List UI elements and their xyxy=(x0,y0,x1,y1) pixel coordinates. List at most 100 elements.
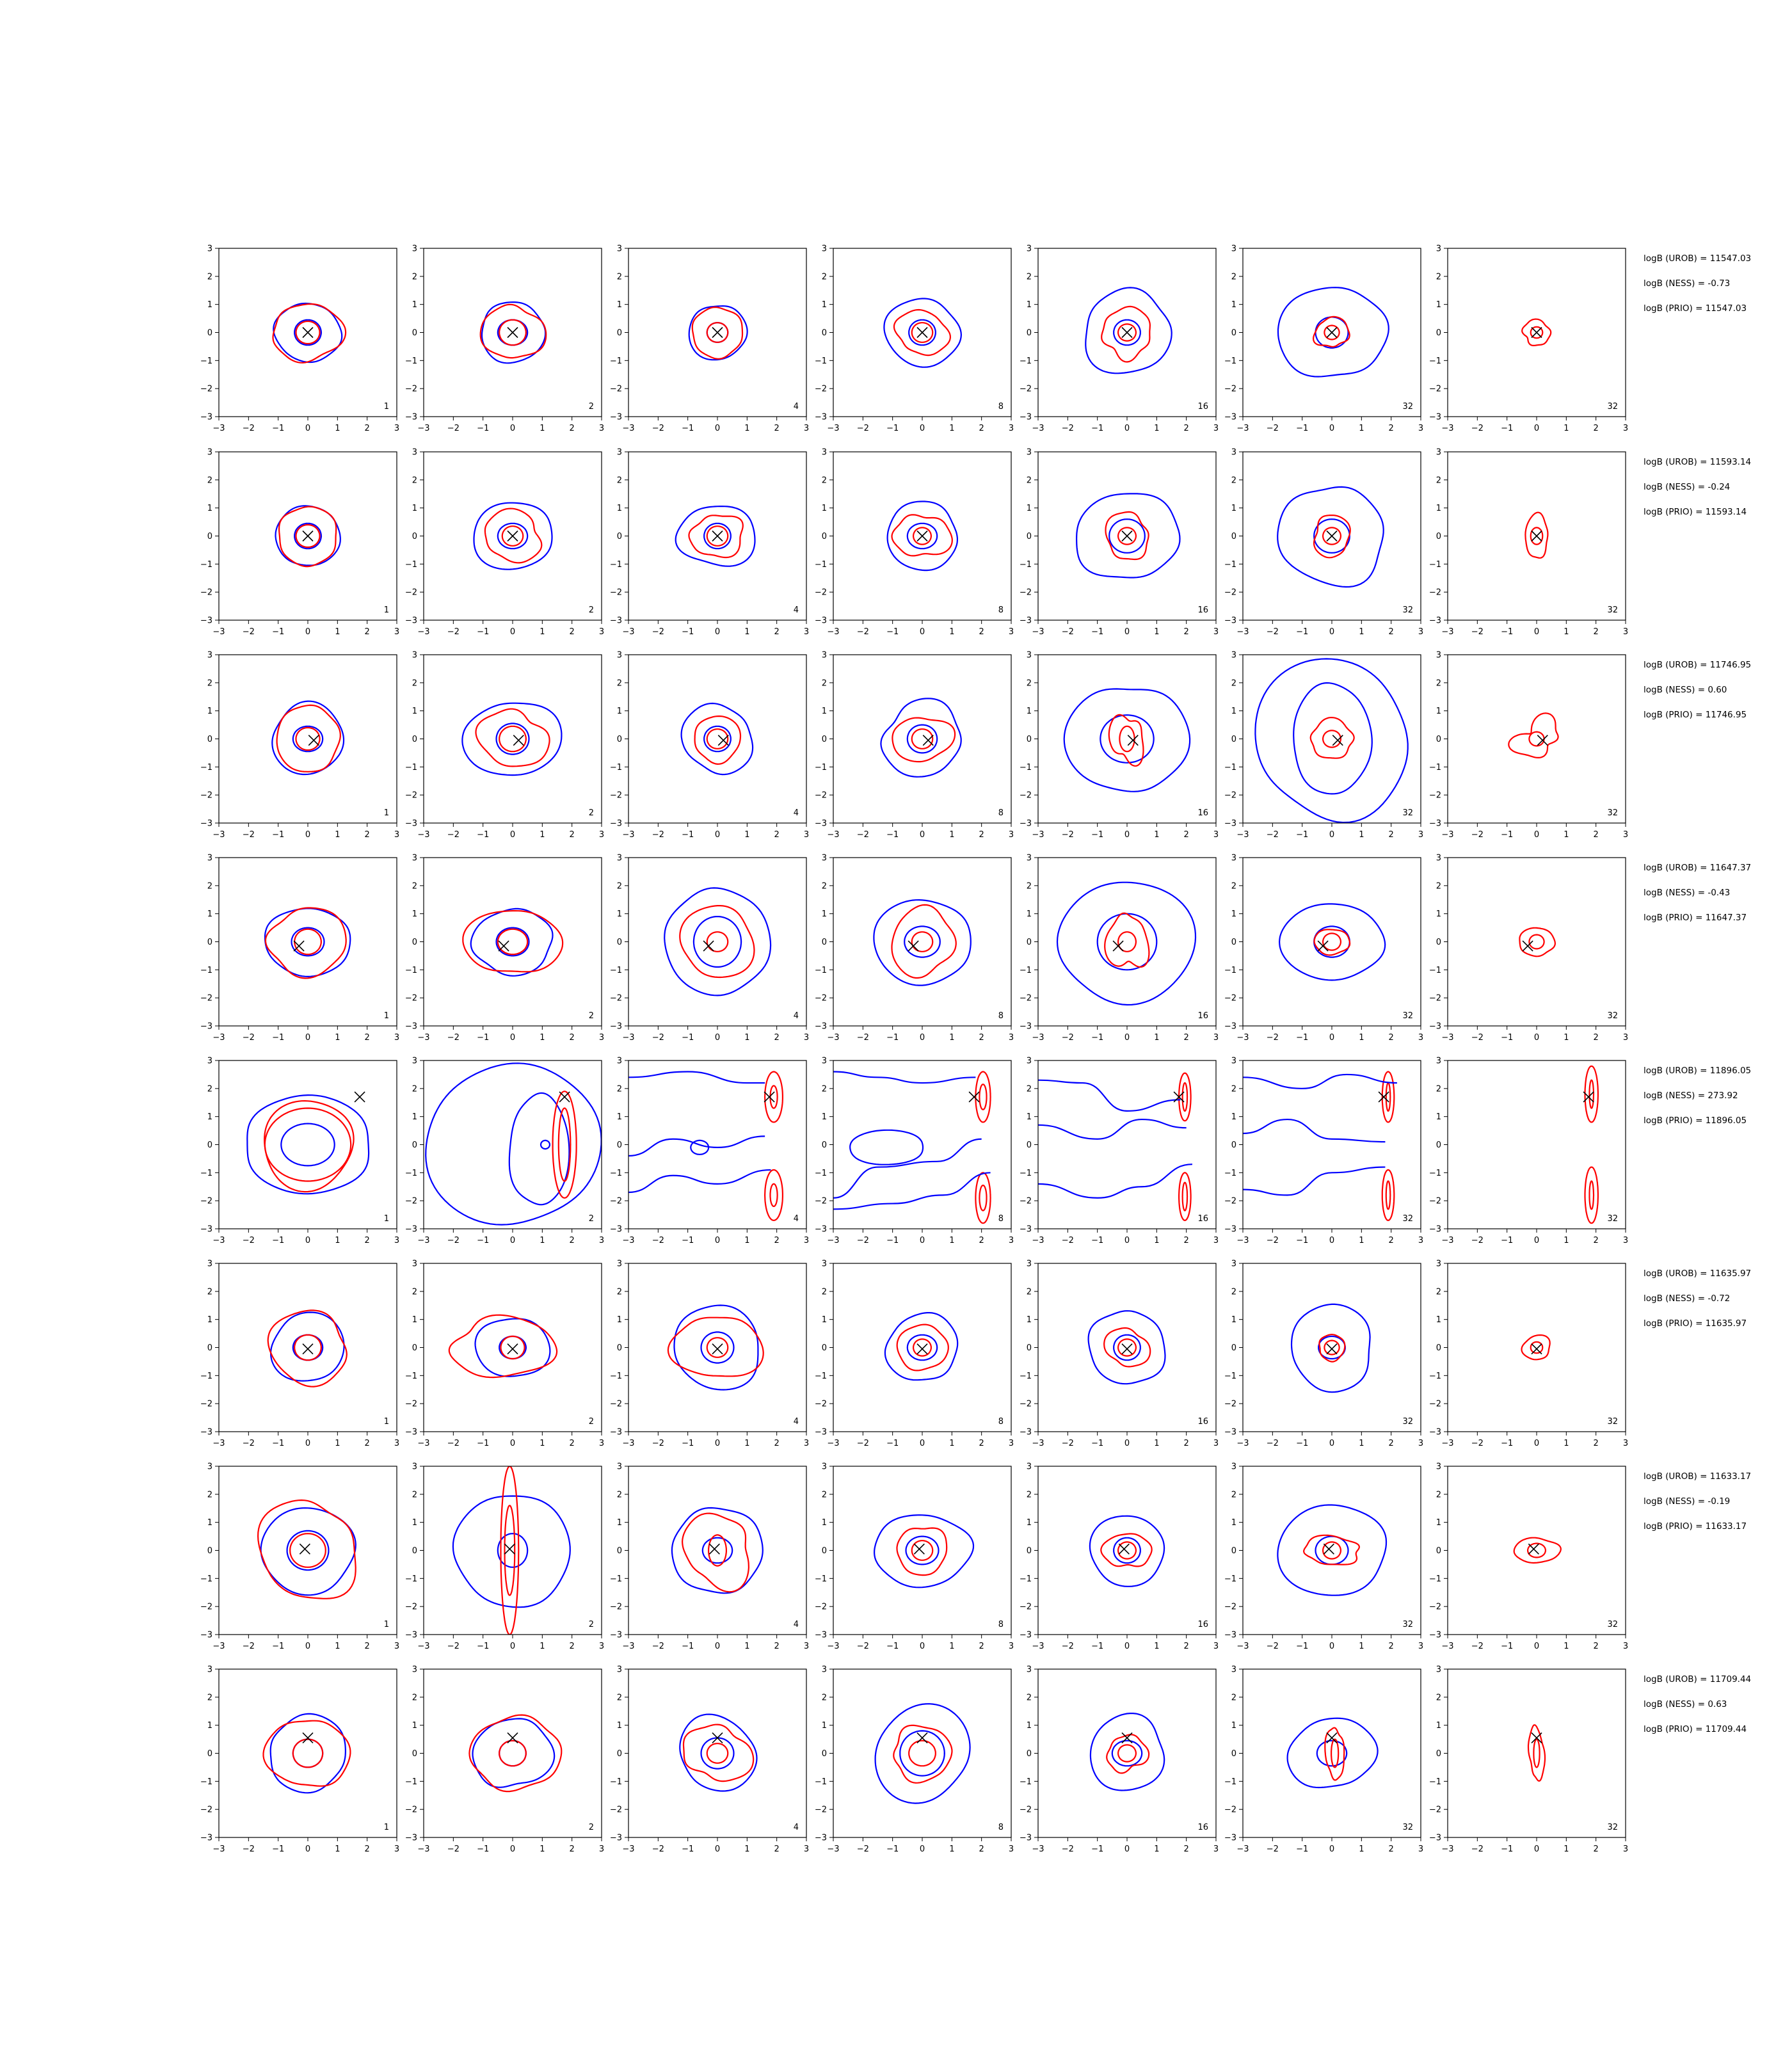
y-tick-label: −2 xyxy=(200,385,212,394)
panel-corner-label: 1 xyxy=(384,402,389,412)
red-contour-4 xyxy=(1181,1181,1188,1212)
blue-band-3 xyxy=(833,1172,991,1210)
y-tick-label: 2 xyxy=(412,881,417,891)
x-tick-label: 1 xyxy=(744,424,749,433)
contour-area xyxy=(425,1062,602,1226)
panel-corner-label: 16 xyxy=(1197,808,1208,818)
y-tick-label: −2 xyxy=(1429,1603,1441,1612)
y-tick-label: 0 xyxy=(1231,328,1236,338)
x-tick-label: 0 xyxy=(305,830,310,840)
red-contour-1 xyxy=(691,306,744,360)
y-tick-label: −1 xyxy=(815,966,827,975)
panel-corner-label: 32 xyxy=(1607,1417,1618,1427)
blue-contour-2 xyxy=(294,522,323,550)
x-tick-label: 1 xyxy=(540,627,545,637)
red-contour-2 xyxy=(294,928,323,956)
red-contour-1 xyxy=(679,905,755,979)
y-tick-label: −2 xyxy=(610,1805,622,1815)
panel-r1-c6: −3−3 −2 −2 −1 −1 0 0 1 1 2 2 3 3 32 xyxy=(1224,244,1423,434)
x-tick-label: −2 xyxy=(857,1033,869,1043)
x-tick-label: −3 xyxy=(212,1844,225,1854)
true-value-marker xyxy=(712,1732,723,1743)
y-tick-label: 0 xyxy=(207,1140,212,1150)
panel-corner-label: 8 xyxy=(998,1417,1004,1427)
x-tick-label: 3 xyxy=(1009,1033,1014,1043)
x-tick-label: 3 xyxy=(599,1844,604,1854)
blue-contour-1 xyxy=(688,305,748,361)
red-contour-1 xyxy=(484,508,543,564)
y-tick-label: −3 xyxy=(1020,1631,1032,1640)
panel-r5-c3: −3−3 −2 −2 −1 −1 0 0 1 1 2 2 3 3 4 xyxy=(610,1057,809,1246)
x-tick-label: 1 xyxy=(949,830,954,840)
true-value-marker xyxy=(1537,735,1548,746)
true-value-marker xyxy=(712,530,723,542)
blue-band-1 xyxy=(1038,1079,1181,1112)
y-tick-label: 2 xyxy=(1231,272,1236,282)
axes-frame xyxy=(1447,1668,1626,1838)
x-tick-label: −3 xyxy=(1236,1844,1249,1854)
x-tick-label: −1 xyxy=(1501,830,1513,840)
axes-frame xyxy=(1242,1263,1421,1432)
y-tick-label: −2 xyxy=(1020,791,1032,801)
y-tick-label: 0 xyxy=(822,735,827,744)
red-contour-2 xyxy=(1527,1542,1546,1558)
panel-r8-c6: −3−3 −2 −2 −1 −1 0 0 1 1 2 2 3 3 32 xyxy=(1224,1665,1423,1855)
y-tick-label: −2 xyxy=(815,1805,827,1815)
y-tick-label: −3 xyxy=(1429,1022,1441,1032)
contour-area xyxy=(873,1514,975,1588)
blue-contour-2 xyxy=(904,925,941,958)
row-annotation-1: logB (UROB) = 11709.44 xyxy=(1644,1674,1751,1684)
x-tick-label: 1 xyxy=(335,1033,340,1043)
y-tick-label: −3 xyxy=(1429,1834,1441,1843)
y-tick-label: 0 xyxy=(822,938,827,947)
x-tick-label: −1 xyxy=(1296,627,1308,637)
y-tick-label: 3 xyxy=(1436,1260,1441,1269)
x-tick-label: −3 xyxy=(417,830,429,840)
blue-contour-2 xyxy=(700,1737,735,1770)
x-tick-label: −1 xyxy=(886,1844,899,1854)
y-tick-label: −1 xyxy=(200,1777,212,1787)
x-tick-label: 3 xyxy=(1009,1642,1014,1651)
red-contour-2 xyxy=(1530,527,1544,545)
y-tick-label: −1 xyxy=(1020,763,1032,772)
y-tick-label: 2 xyxy=(822,1693,827,1702)
panel-r1-c5: −3−3 −2 −2 −1 −1 0 0 1 1 2 2 3 3 16 xyxy=(1020,244,1219,434)
x-tick-label: 2 xyxy=(1594,627,1599,637)
x-tick-label: 3 xyxy=(1213,830,1219,840)
x-tick-label: 3 xyxy=(1213,424,1219,433)
x-tick-label: 3 xyxy=(394,1844,399,1854)
blue-contour-1 xyxy=(680,702,754,776)
x-tick-label: 2 xyxy=(1184,1236,1189,1245)
panel-r4-c7: −3−3 −2 −2 −1 −1 0 0 1 1 2 2 3 3 32 xyxy=(1429,854,1628,1043)
y-tick-label: −3 xyxy=(405,413,417,422)
panel-corner-label: 32 xyxy=(1607,1823,1618,1832)
x-tick-label: −2 xyxy=(1062,1844,1074,1854)
x-tick-label: −2 xyxy=(1471,1033,1484,1043)
y-tick-label: 3 xyxy=(822,1462,827,1472)
y-tick-label: 2 xyxy=(207,1287,212,1297)
x-tick-label: −1 xyxy=(477,1033,489,1043)
y-tick-label: 3 xyxy=(412,1462,417,1472)
axes-frame xyxy=(1447,857,1626,1027)
x-tick-label: −3 xyxy=(1236,627,1249,637)
y-tick-label: −1 xyxy=(405,1372,417,1381)
x-tick-label: 0 xyxy=(715,627,720,637)
y-tick-label: −1 xyxy=(1224,356,1236,366)
y-tick-label: 1 xyxy=(1231,1315,1236,1325)
blue-contour-1 xyxy=(883,298,963,368)
y-tick-label: 3 xyxy=(822,1665,827,1675)
row-annotation-3: logB (PRIO) = 11709.44 xyxy=(1644,1724,1747,1734)
y-tick-label: 1 xyxy=(1231,1112,1236,1122)
x-tick-label: −2 xyxy=(1267,1236,1279,1245)
panel-corner-label: 8 xyxy=(998,1823,1004,1832)
true-value-marker xyxy=(1583,1091,1594,1103)
x-tick-label: 0 xyxy=(305,424,310,433)
red-contour-1 xyxy=(1105,511,1149,561)
x-tick-label: −1 xyxy=(886,1033,899,1043)
y-tick-label: 0 xyxy=(822,328,827,338)
y-tick-label: −2 xyxy=(815,385,827,394)
y-tick-label: −2 xyxy=(1224,385,1236,394)
row-annotation-3: logB (PRIO) = 11633.17 xyxy=(1644,1521,1747,1532)
panel-r6-c7: −3−3 −2 −2 −1 −1 0 0 1 1 2 2 3 3 32 xyxy=(1429,1260,1628,1449)
true-value-marker xyxy=(916,326,928,339)
